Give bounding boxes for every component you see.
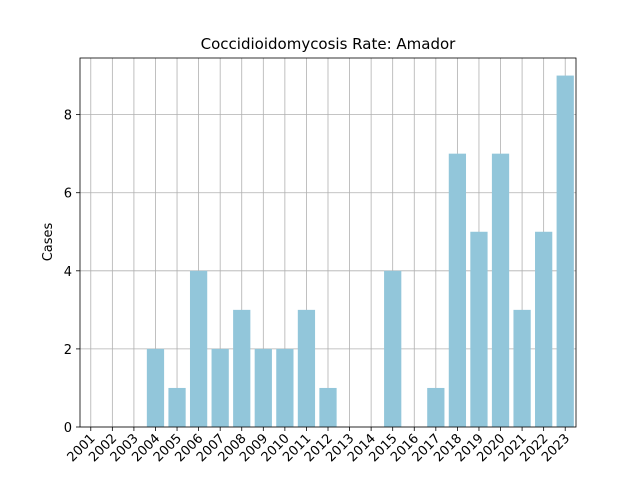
bar — [146, 348, 165, 427]
bar — [211, 348, 229, 427]
bar — [556, 75, 574, 428]
y-tick-label: 8 — [64, 109, 72, 124]
bar — [513, 309, 531, 427]
y-tick-label: 0 — [64, 421, 72, 436]
bar — [384, 270, 402, 427]
y-tick-label: 6 — [64, 187, 72, 202]
bar — [427, 387, 445, 427]
bar — [276, 348, 294, 427]
bar — [233, 309, 251, 427]
chart-title: Coccidioidomycosis Rate: Amador — [201, 35, 457, 53]
bar — [470, 231, 488, 427]
y-tick-label: 4 — [64, 265, 72, 280]
bar — [319, 387, 337, 427]
bar — [448, 153, 467, 427]
bar — [254, 348, 272, 427]
y-tick-label: 2 — [64, 343, 72, 358]
bar — [297, 309, 316, 427]
bar — [491, 153, 510, 427]
plot-frame — [79, 57, 577, 428]
bar — [168, 387, 186, 427]
y-axis-label: Cases — [41, 222, 56, 261]
bar — [535, 231, 553, 427]
bar — [189, 270, 208, 427]
